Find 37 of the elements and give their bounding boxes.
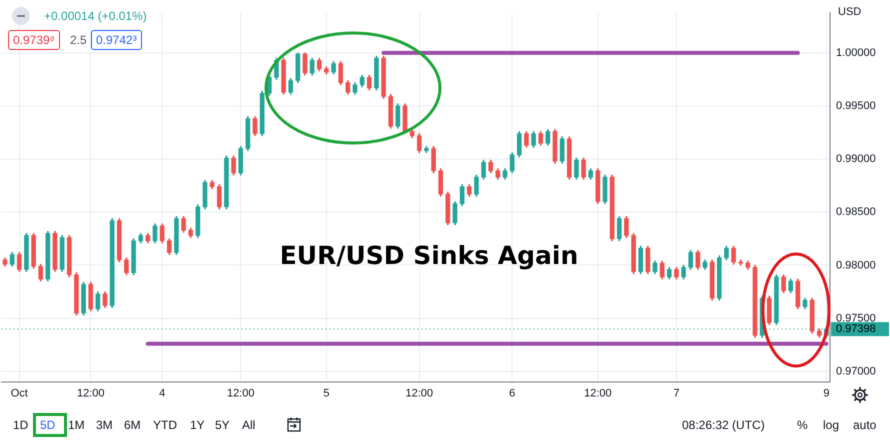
text: 1D bbox=[13, 417, 28, 433]
y-tick-label: 0.99000 bbox=[836, 153, 876, 166]
text: 5D bbox=[40, 417, 56, 433]
y-tick-label: 0.97500 bbox=[836, 312, 876, 324]
text: All bbox=[242, 417, 256, 433]
text: log bbox=[823, 417, 840, 433]
x-tick-label: 9 bbox=[823, 388, 830, 400]
y-tick-label: 0.98500 bbox=[836, 206, 876, 218]
annotation: 0.9742³ bbox=[91, 30, 142, 50]
text: 6M bbox=[124, 417, 141, 433]
x-tick-label: 12:00 bbox=[584, 388, 612, 400]
text: 1Y bbox=[190, 417, 205, 433]
x-tick-label: 12:00 bbox=[226, 388, 254, 400]
text: YTD bbox=[153, 417, 177, 433]
x-tick-label: 6 bbox=[509, 388, 516, 400]
x-tick-label: 7 bbox=[673, 388, 680, 400]
x-tick-label: Oct bbox=[10, 388, 28, 400]
annotation: 0.9739⁸ bbox=[8, 30, 60, 50]
text: 1M bbox=[68, 417, 85, 433]
text: EUR/USD Sinks Again bbox=[280, 241, 578, 270]
text: 08:26:32 (UTC) bbox=[682, 417, 765, 433]
y-tick-label: 0.97000 bbox=[836, 365, 876, 378]
x-tick-label: 5 bbox=[323, 388, 330, 400]
x-tick-label: 4 bbox=[159, 388, 166, 400]
y-axis-title: USD bbox=[838, 6, 862, 18]
ref-line-label: 0.97398 bbox=[836, 323, 876, 336]
x-tick-label: 12:00 bbox=[76, 388, 104, 400]
annotation: 2.5 bbox=[70, 32, 87, 48]
text: 5Y bbox=[215, 417, 230, 433]
y-tick-label: 0.99500 bbox=[836, 100, 876, 112]
y-tick-label: 0.98000 bbox=[836, 259, 876, 272]
text: auto bbox=[853, 417, 876, 433]
text: 3M bbox=[96, 417, 113, 433]
y-tick-label: 1.00000 bbox=[836, 46, 876, 59]
x-tick-label: 12:00 bbox=[406, 388, 434, 400]
annotation: +0.00014 (+0.01%) bbox=[44, 8, 147, 24]
text: % bbox=[797, 417, 808, 433]
